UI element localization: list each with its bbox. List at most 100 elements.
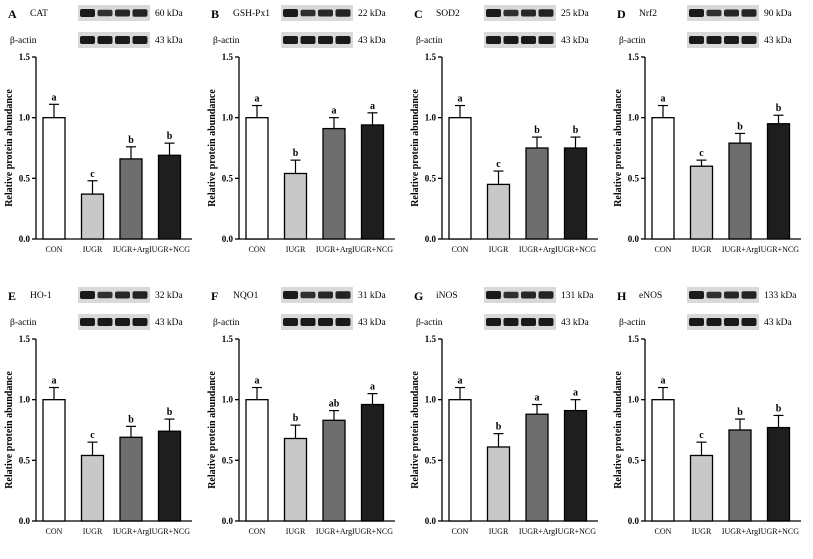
blot-protein-kda: 60 kDa [155,9,183,19]
y-tick-label: 1.5 [222,52,234,62]
blot-reference-kda: 43 kDa [358,318,386,328]
blot-band [318,291,333,299]
bar-iugr [80,193,105,240]
blot-band [97,9,113,17]
bar-con [42,399,66,522]
blot-band [724,36,739,44]
bar-iugr [283,437,308,522]
significance-label: b [573,125,579,136]
blot-protein-kda: 32 kDa [155,291,183,301]
panel-letter: B [211,7,219,21]
x-tick-label: IUGR+NCG [352,245,393,254]
bar-iugr-arg [119,158,143,240]
bar-iugr-ncg [360,403,385,522]
y-tick-label: 0.5 [222,455,234,465]
blot-band [115,291,130,299]
y-axis-label: Relative protein abundance [613,371,624,489]
blot-protein-strip-background [687,5,759,21]
significance-label: b [293,148,299,159]
blot-band [318,36,333,44]
bar-con [651,399,675,522]
bar-iugr [283,172,308,240]
bar-con [448,117,472,240]
blot-protein-strip [78,287,150,303]
blot-reference-strip [281,314,353,330]
x-tick-label: CON [452,527,469,536]
significance-label: ab [329,399,340,410]
blot-band [132,291,148,299]
significance-label: a [535,393,540,404]
y-tick-label: 0.5 [628,455,640,465]
significance-label: b [293,413,299,424]
blot-reference-label: β-actin [213,36,240,46]
blot-reference-kda: 43 kDa [155,318,183,328]
y-tick-label: 0.5 [425,455,437,465]
significance-label: b [737,121,743,132]
blot-reference-strip-background [78,32,150,48]
blot-protein-label: iNOS [436,291,458,301]
y-axis-label: Relative protein abundance [613,89,624,207]
blot-band [318,9,333,17]
blot-protein-strip [484,5,556,21]
blot-protein-kda: 90 kDa [764,9,792,19]
blot-reference-label: β-actin [213,318,240,328]
panel-a: A CAT β-actin 60 kDa 43 kDa Relative protein … [4,5,192,254]
blot-band [503,9,519,17]
x-tick-label: IUGR+Arg [316,245,352,254]
bar-iugr [486,446,511,522]
bar-con [448,399,472,522]
blot-reference-label: β-actin [619,36,646,46]
significance-label: a [573,388,578,399]
y-axis-label: Relative protein abundance [207,89,218,207]
significance-label: c [699,148,704,159]
y-tick-label: 1.5 [628,52,640,62]
blot-band [741,9,757,17]
y-tick-label: 1.5 [222,334,234,344]
x-tick-label: IUGR+NCG [758,245,799,254]
y-axis-label: Relative protein abundance [4,89,15,207]
blot-band [335,36,351,44]
blot-band [283,318,298,326]
y-tick-label: 1.5 [425,334,437,344]
blot-reference-strip-background [484,314,556,330]
x-tick-label: CON [655,527,672,536]
blot-band [706,36,722,44]
blot-reference-label: β-actin [10,318,37,328]
y-tick-label: 0.0 [19,516,31,526]
blot-band [132,9,148,17]
blot-reference-kda: 43 kDa [764,318,792,328]
y-tick-label: 1.0 [628,395,640,405]
blot-band [689,9,704,17]
significance-label: b [167,131,173,142]
blot-band [132,318,148,326]
blot-reference-strip-background [281,32,353,48]
blot-reference-strip-background [484,32,556,48]
x-tick-label: CON [249,527,266,536]
x-tick-label: IUGR+Arg [519,245,555,254]
significance-label: a [255,94,260,105]
blot-band [115,9,130,17]
blot-reference-strip [78,314,150,330]
x-tick-label: IUGR+Arg [113,527,149,536]
blot-reference-kda: 43 kDa [561,318,589,328]
bar-iugr-arg [322,127,346,240]
significance-label: b [128,135,134,146]
significance-label: c [699,430,704,441]
blot-band [335,9,351,17]
x-tick-label: CON [452,245,469,254]
blot-protein-kda: 25 kDa [561,9,589,19]
blot-band [80,9,95,17]
significance-label: a [52,92,57,103]
bar-iugr-arg [525,147,549,240]
blot-band [741,291,757,299]
x-tick-label: CON [46,245,63,254]
blot-band [80,291,95,299]
blot-band [486,36,501,44]
x-tick-label: IUGR [83,245,103,254]
blot-reference-strip [687,32,759,48]
y-tick-label: 1.0 [19,113,31,123]
blot-band [503,291,519,299]
blot-band [689,318,704,326]
significance-label: a [661,94,666,105]
y-tick-label: 0.5 [222,173,234,183]
